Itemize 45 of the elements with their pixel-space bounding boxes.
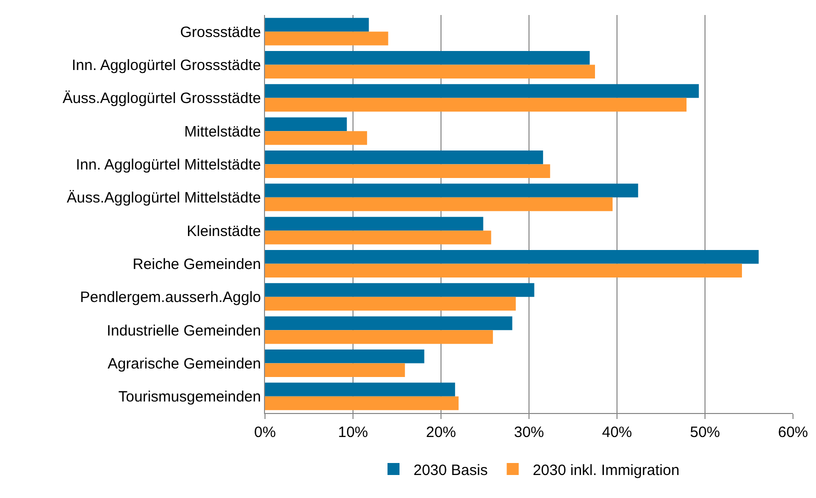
y-tick-label: Grossstädte xyxy=(180,24,261,41)
bar xyxy=(265,230,492,244)
bar xyxy=(265,316,512,330)
y-tick-label: Kleinstädte xyxy=(186,222,261,240)
bar xyxy=(265,150,544,164)
bar xyxy=(265,98,687,112)
bar xyxy=(265,264,742,278)
bar xyxy=(265,32,388,46)
bar xyxy=(265,164,550,178)
bar xyxy=(265,382,456,396)
bar xyxy=(265,64,595,79)
x-tick-label: 50% xyxy=(690,424,720,441)
y-tick-label: Mittelstädte xyxy=(184,123,261,140)
bar xyxy=(265,349,424,364)
bar xyxy=(265,18,369,32)
bar xyxy=(265,250,759,264)
bar xyxy=(265,197,613,212)
x-tick-label: 20% xyxy=(426,424,456,441)
bar xyxy=(265,363,405,378)
bar xyxy=(265,131,368,145)
x-tick-label: 60% xyxy=(778,424,808,441)
bar xyxy=(265,184,638,198)
legend-label: 2030 Basis xyxy=(414,462,488,479)
bar xyxy=(265,50,590,65)
y-tick-label: Pendlergem.ausserh.Agglo xyxy=(80,289,261,306)
x-tick-label: 30% xyxy=(514,424,544,441)
bar xyxy=(265,330,493,344)
bar xyxy=(265,296,516,311)
y-tick-label: Inn. Agglogürtel Grossstädte xyxy=(72,57,261,74)
legend-label: 2030 inkl. Immigration xyxy=(532,462,680,479)
y-tick-label: Inn. Agglogürtel Mittelstädte xyxy=(76,156,261,174)
bar xyxy=(265,283,534,297)
y-tick-label: Industrielle Gemeinden xyxy=(106,322,261,340)
bar xyxy=(265,216,484,231)
bar xyxy=(265,84,699,98)
x-tick-label: 0% xyxy=(254,424,276,441)
bar xyxy=(265,396,459,410)
bar xyxy=(265,117,347,132)
x-tick-label: 10% xyxy=(338,424,368,441)
y-tick-label: Äuss.Agglogürtel Mittelstädte xyxy=(66,190,261,207)
x-tick-label: 40% xyxy=(602,424,632,441)
y-tick-label: Äuss.Agglogürtel Grossstädte xyxy=(62,90,261,108)
y-tick-label: Agrarische Gemeinden xyxy=(108,356,261,372)
y-tick-label: Reiche Gemeinden xyxy=(132,256,261,273)
y-tick-label: Tourismusgemeinden xyxy=(118,388,261,406)
